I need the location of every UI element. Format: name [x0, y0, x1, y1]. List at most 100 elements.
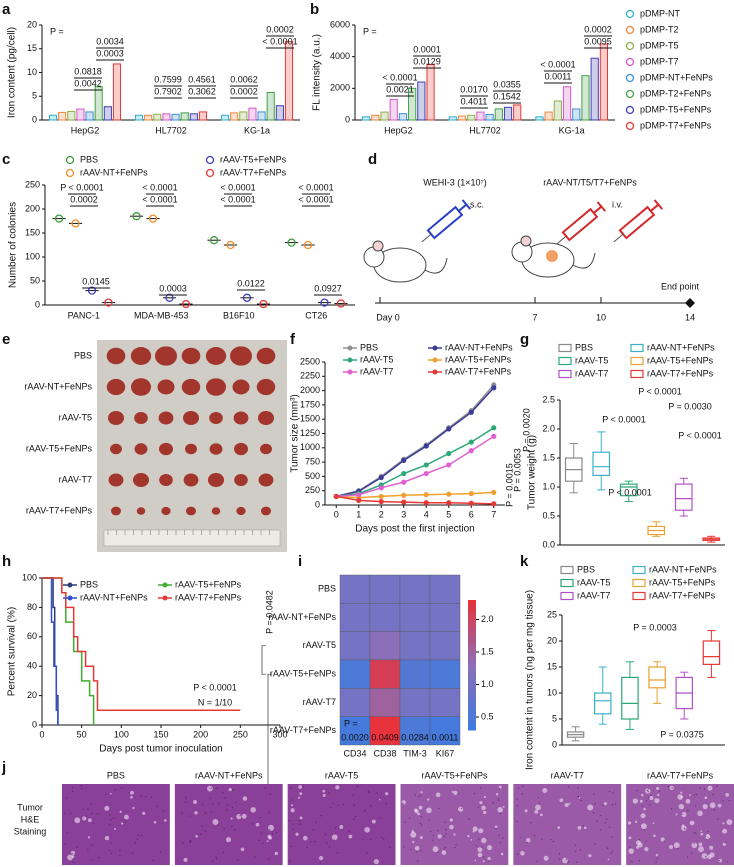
histology-texture — [74, 817, 81, 824]
histology-texture — [722, 800, 724, 802]
histology-texture — [156, 805, 158, 808]
tumor — [161, 506, 171, 516]
cell — [339, 574, 371, 604]
histology-texture — [492, 801, 494, 804]
histology-texture — [223, 827, 225, 830]
histology-texture — [410, 848, 412, 851]
colorbar-step — [468, 684, 476, 689]
histology-texture — [685, 798, 691, 804]
tumor — [209, 412, 223, 424]
histology-texture — [364, 826, 370, 833]
histology-texture — [85, 815, 88, 818]
dot — [336, 299, 346, 308]
legend-marker — [347, 345, 353, 351]
histology-texture — [318, 856, 324, 861]
legend-marker — [347, 357, 353, 363]
dot — [54, 214, 64, 223]
tumor — [186, 506, 196, 516]
y-tick-label: 2500 — [300, 356, 320, 366]
tumor — [181, 378, 201, 396]
histology-texture — [226, 809, 228, 811]
histology-texture — [583, 826, 587, 830]
ruler — [103, 529, 281, 547]
histology-texture — [460, 807, 463, 810]
histology-texture — [576, 861, 578, 864]
histology-texture — [114, 789, 116, 791]
y-tick-label: 25 — [547, 609, 557, 619]
y-tick-label: 2000 — [330, 83, 350, 93]
histology-texture — [608, 790, 611, 793]
histology-texture — [415, 851, 418, 853]
histology-texture — [693, 831, 696, 834]
legend-marker — [632, 565, 646, 575]
histology-texture — [90, 803, 93, 805]
histology-texture — [552, 840, 555, 843]
histology-texture — [268, 811, 270, 814]
point — [491, 433, 497, 439]
x-tick-label: HL7702 — [469, 125, 501, 135]
row-label: rAAV-T7+FeNPs — [270, 725, 337, 735]
tumor — [130, 347, 152, 365]
histology-texture — [298, 823, 300, 825]
histology-texture — [242, 796, 248, 801]
colorbar-label: 2.0 — [481, 614, 494, 624]
line — [42, 577, 59, 725]
bar — [389, 98, 398, 121]
annotation: 0.4011 — [461, 96, 488, 106]
annotation: 0.3062 — [188, 86, 216, 96]
histology-texture — [657, 793, 660, 797]
legend-label: rAAV-NT+FeNPs — [649, 564, 717, 574]
y-tick-label: 10 — [547, 687, 557, 697]
histology-texture — [525, 838, 531, 843]
histology-texture — [701, 853, 708, 859]
histology-texture — [705, 835, 707, 838]
cell — [399, 659, 431, 689]
histology-texture — [217, 824, 220, 826]
histology-texture — [428, 819, 430, 821]
histology-texture — [536, 860, 538, 863]
column-label: rAAV-NT+FeNPs — [195, 770, 263, 780]
histology-texture — [457, 792, 459, 795]
histology-texture — [499, 812, 502, 815]
annotation: 0.7902 — [154, 86, 182, 96]
histology-texture — [680, 795, 683, 799]
annotation: 0.0002 — [584, 24, 612, 34]
legend-label: rAAV-T7+FeNPs — [220, 167, 287, 177]
y-tick-label: 80 — [27, 602, 37, 612]
annotation: 0.0409 — [371, 732, 399, 742]
x-tick-label: 7 — [491, 509, 496, 519]
colorbar-step — [468, 713, 476, 718]
histology-texture — [636, 789, 638, 792]
colorbar-label: 1.0 — [481, 679, 494, 689]
point — [401, 457, 407, 463]
tumor — [134, 412, 148, 424]
histology-texture — [636, 845, 640, 849]
histology-texture — [218, 802, 220, 804]
histology-texture — [371, 819, 376, 824]
histology-texture — [271, 832, 274, 835]
histology-texture — [153, 820, 157, 824]
annotation: 0.0122 — [237, 278, 265, 288]
point — [491, 489, 497, 496]
legend-marker — [162, 595, 168, 601]
dot — [209, 236, 219, 245]
histology-texture — [379, 817, 381, 819]
histology-texture — [637, 842, 643, 848]
histology-texture — [487, 856, 491, 861]
histology-texture — [707, 785, 713, 791]
histology-texture — [297, 796, 301, 799]
histology-texture — [269, 793, 272, 795]
point — [356, 492, 362, 498]
histology-texture — [479, 801, 483, 805]
histology-texture — [498, 799, 500, 801]
histology-texture — [728, 799, 731, 802]
histology-texture — [104, 835, 110, 841]
histology-texture — [336, 851, 339, 854]
histology-texture — [259, 817, 261, 819]
histology-texture — [500, 852, 504, 856]
histology-texture — [658, 790, 661, 792]
x-tick-label: B16F10 — [223, 310, 255, 320]
tumor — [256, 378, 276, 396]
histology-texture — [291, 823, 294, 825]
colorbar-step — [468, 674, 476, 679]
